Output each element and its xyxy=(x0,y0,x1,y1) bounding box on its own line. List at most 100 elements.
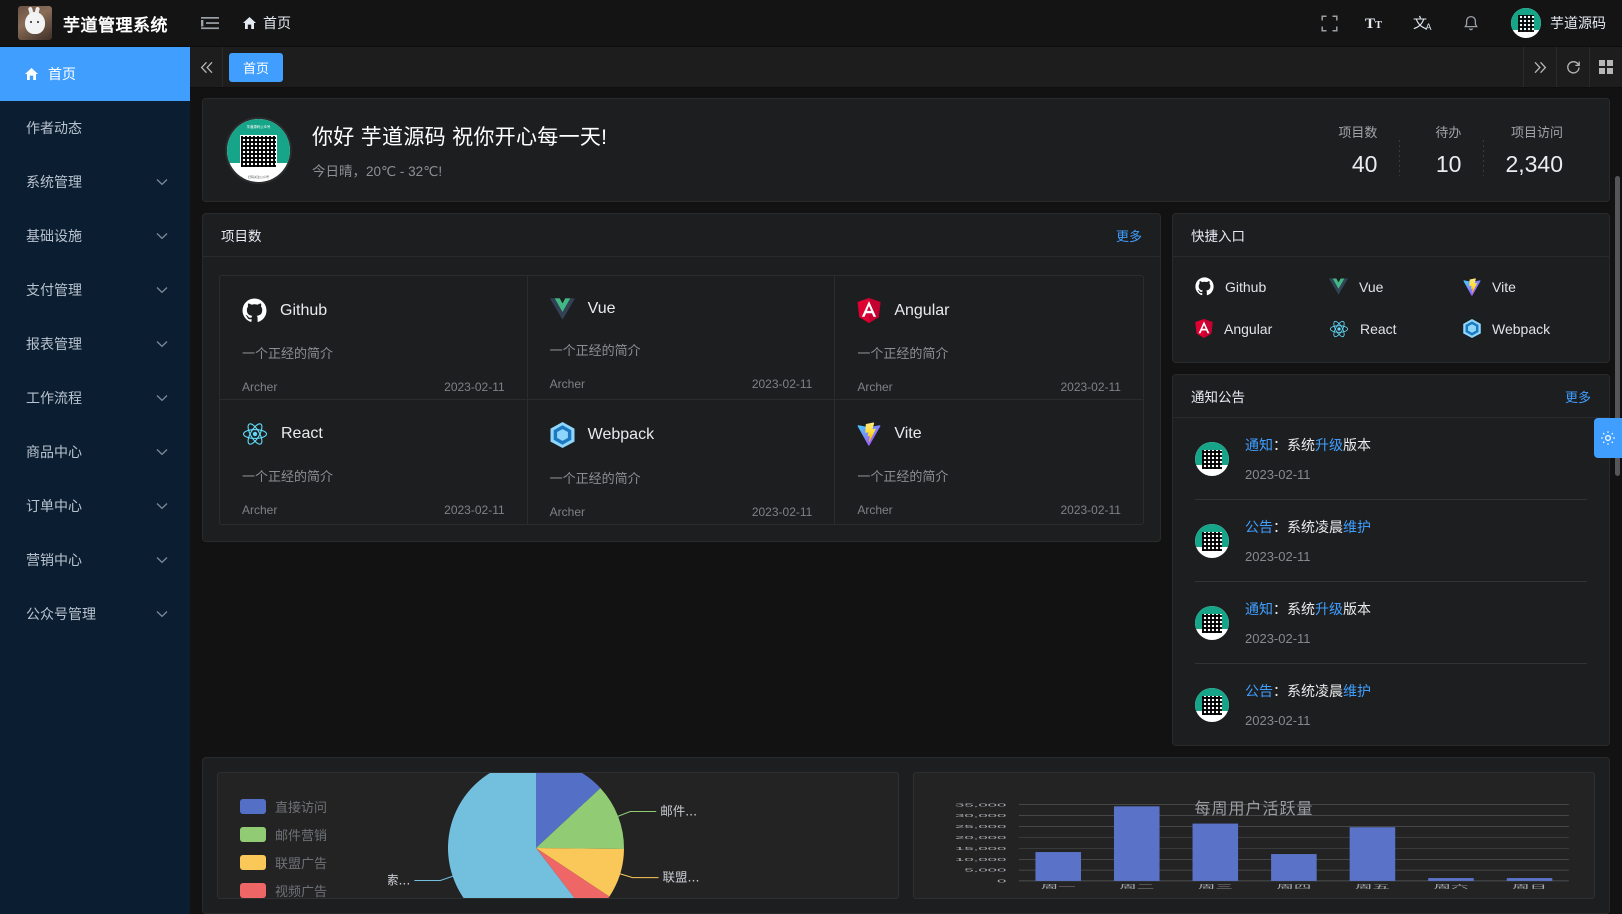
settings-drawer-toggle[interactable] xyxy=(1594,418,1622,458)
chevron-double-left-icon[interactable] xyxy=(190,47,223,87)
notice-item[interactable]: 公告：系统凌晨维护 2023-02-11 xyxy=(1195,500,1587,582)
chevron-down-icon xyxy=(156,340,168,348)
pie-slice[interactable] xyxy=(536,848,624,897)
quick-entry-vite[interactable]: Vite xyxy=(1463,277,1587,296)
bar[interactable] xyxy=(1349,827,1396,881)
notices-list: 通知：系统升级版本 2023-02-11 公告：系统凌晨维护 2023-02-1… xyxy=(1173,418,1609,745)
stat-label: 项目访问 xyxy=(1510,125,1563,140)
project-card-react[interactable]: React 一个正经的简介 Archer 2023-02-11 xyxy=(220,400,528,524)
breadcrumb[interactable]: 首页 xyxy=(242,13,291,33)
chevron-double-right-icon[interactable] xyxy=(1523,47,1556,87)
sidebar-item-marketing-center[interactable]: 营销中心 xyxy=(0,533,190,587)
quick-entry-label: Vite xyxy=(1492,278,1516,295)
notice-sep: ：系统 xyxy=(1273,601,1315,617)
legend-swatch xyxy=(240,883,266,898)
project-name: Webpack xyxy=(587,426,655,443)
page-scroll-area[interactable]: 芋道源码公众号 扫码关注公众号 你好 芋道源码 祝你开心每一天! 今日晴，20℃… xyxy=(190,88,1622,914)
translate-icon[interactable]: 文 A xyxy=(1413,0,1435,47)
legend-item[interactable]: 邮件营销 xyxy=(240,825,327,844)
notice-item[interactable]: 公告：系统凌晨维护 2023-02-11 xyxy=(1195,664,1587,745)
bar[interactable] xyxy=(1192,823,1239,881)
notice-highlight: 维护 xyxy=(1343,683,1371,699)
quick-entry-react[interactable]: React xyxy=(1329,319,1453,338)
legend-label: 视频广告 xyxy=(275,884,328,899)
bar[interactable] xyxy=(1506,878,1553,881)
sidebar-item-order-center[interactable]: 订单中心 xyxy=(0,479,190,533)
pie-slice-label: 联盟... xyxy=(663,870,700,885)
font-size-icon[interactable]: T T xyxy=(1365,0,1387,47)
x-axis-tick-label: 周日 xyxy=(1512,884,1547,890)
sidebar-item-system-management[interactable]: 系统管理 xyxy=(0,155,190,209)
legend-item[interactable]: 视频广告 xyxy=(240,881,328,899)
notices-more-link[interactable]: 更多 xyxy=(1564,389,1591,405)
welcome-stats: 项目数 40 待办 10 项目访问 2,340 xyxy=(1315,122,1585,178)
project-date: 2023-02-11 xyxy=(751,377,813,391)
bar[interactable] xyxy=(1035,852,1081,881)
user-menu[interactable]: 芋道源码 xyxy=(1507,8,1606,38)
sidebar-item-label: 订单中心 xyxy=(26,498,82,514)
pie-slice[interactable] xyxy=(448,772,590,899)
pie-slice[interactable] xyxy=(536,772,601,848)
quick-entry-card: 快捷入口 Github Vue xyxy=(1172,213,1610,363)
stat-value: 2,340 xyxy=(1505,151,1563,177)
sidebar-item-infrastructure[interactable]: 基础设施 xyxy=(0,209,190,263)
notice-item[interactable]: 通知：系统升级版本 2023-02-11 xyxy=(1195,582,1587,664)
project-desc: 一个正经的简介 xyxy=(242,469,334,484)
github-icon xyxy=(242,298,267,323)
hamburger-icon[interactable] xyxy=(198,0,222,47)
quick-entry-webpack[interactable]: Webpack xyxy=(1463,319,1587,338)
fullscreen-icon[interactable] xyxy=(1319,0,1339,47)
sidebar-item-report-management[interactable]: 报表管理 xyxy=(0,317,190,371)
project-card-vite[interactable]: Vite 一个正经的简介 Archer 2023-02-11 xyxy=(835,400,1143,524)
projects-column: 项目数 更多 xyxy=(202,213,1161,746)
project-card-github[interactable]: Github 一个正经的简介 Archer 2023-02-11 xyxy=(220,276,528,400)
quick-entry-github[interactable]: Github xyxy=(1195,277,1319,296)
y-axis-tick-label: 30,000 xyxy=(955,813,1007,819)
pie-slice[interactable] xyxy=(536,848,610,899)
quick-entry-label: React xyxy=(1360,320,1397,337)
notice-highlight: 维护 xyxy=(1343,519,1371,535)
quick-entry-vue[interactable]: Vue xyxy=(1329,277,1453,296)
project-card-webpack[interactable]: Webpack 一个正经的简介 Archer 2023-02-11 xyxy=(528,400,836,524)
vue-icon xyxy=(549,298,575,320)
legend-label: 邮件营销 xyxy=(275,828,328,843)
home-icon xyxy=(24,67,39,81)
project-name: Angular xyxy=(894,301,950,319)
sidebar-item-official-account[interactable]: 公众号管理 xyxy=(0,587,190,641)
stat-projects: 项目数 40 xyxy=(1315,122,1399,178)
pie-chart[interactable]: 用户访问来源 直接访问 邮件营销 联盟广告 视频广告 搜索引擎 直接访问邮件..… xyxy=(217,772,899,899)
brand[interactable]: 芋道管理系统 xyxy=(0,6,190,40)
bell-icon[interactable] xyxy=(1461,0,1481,47)
tab-home[interactable]: 首页 xyxy=(229,52,284,82)
refresh-icon[interactable] xyxy=(1556,47,1589,87)
bar[interactable] xyxy=(1428,878,1474,881)
vertical-scrollbar[interactable] xyxy=(1615,176,1620,476)
sidebar-item-author-news[interactable]: 作者动态 xyxy=(0,101,190,155)
bar-chart[interactable]: 每周用户活跃量 0 5,000 10,000 15,000 20,000 25,000 30… xyxy=(913,772,1595,899)
project-card-angular[interactable]: Angular 一个正经的简介 Archer 2023-02-11 xyxy=(835,276,1143,400)
react-icon xyxy=(1329,320,1349,338)
sidebar-item-home[interactable]: 首页 xyxy=(0,47,190,101)
pie-chart-canvas: 直接访问 邮件... 联盟... 视频广告 搜索... xyxy=(218,773,898,898)
x-axis-tick-label: 周三 xyxy=(1198,884,1233,890)
grid-icon[interactable] xyxy=(1589,47,1622,87)
projects-more-link[interactable]: 更多 xyxy=(1115,228,1142,244)
notice-item[interactable]: 通知：系统升级版本 2023-02-11 xyxy=(1195,418,1587,500)
pie-chart-legend: 直接访问 邮件营销 联盟广告 视频广告 搜索引擎 xyxy=(240,797,328,899)
sidebar-item-label: 报表管理 xyxy=(26,336,82,352)
y-axis-tick-label: 0 xyxy=(997,878,1007,884)
legend-item[interactable]: 联盟广告 xyxy=(240,853,327,872)
webpack-icon xyxy=(550,422,575,448)
legend-item[interactable]: 直接访问 xyxy=(240,797,327,816)
content-column: 首页 xyxy=(190,47,1622,914)
bar[interactable] xyxy=(1113,806,1160,881)
project-desc: 一个正经的简介 xyxy=(242,346,334,361)
bar[interactable] xyxy=(1271,854,1317,881)
quick-entry-angular[interactable]: Angular xyxy=(1195,319,1319,338)
sidebar-item-workflow[interactable]: 工作流程 xyxy=(0,371,190,425)
sidebar-item-product-center[interactable]: 商品中心 xyxy=(0,425,190,479)
pie-slice[interactable] xyxy=(536,788,624,849)
chevron-down-icon xyxy=(156,232,168,240)
project-card-vue[interactable]: Vue 一个正经的简介 Archer 2023-02-11 xyxy=(527,276,836,400)
sidebar-item-payment-management[interactable]: 支付管理 xyxy=(0,263,190,317)
